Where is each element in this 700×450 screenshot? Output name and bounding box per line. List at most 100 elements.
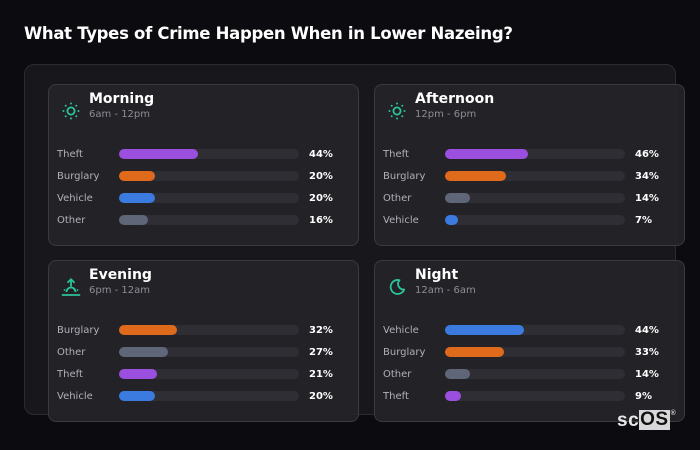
bar-track: [445, 347, 625, 357]
logo-prefix: sc: [617, 410, 640, 431]
moon-icon: [389, 279, 406, 295]
crime-rows: Vehicle 44% Burglary 33% Other 14% Theft…: [383, 323, 683, 411]
crime-label: Vehicle: [383, 325, 419, 336]
bar-fill: [445, 149, 528, 159]
bar-fill: [445, 171, 507, 181]
crime-row: Other 16%: [57, 213, 357, 235]
crime-percent: 32%: [309, 325, 333, 336]
crime-percent: 44%: [635, 325, 659, 336]
bar-track: [119, 149, 299, 159]
card-afternoon: Afternoon 12pm - 6pm Theft 46% Burglary …: [374, 84, 685, 246]
bar-track: [445, 171, 625, 181]
bar-track: [445, 369, 625, 379]
bar-track: [119, 325, 299, 335]
bar-fill: [445, 215, 458, 225]
crime-label: Other: [383, 369, 412, 380]
bar-track: [445, 193, 625, 203]
crime-percent: 33%: [635, 347, 659, 358]
registered-mark: ®: [670, 410, 677, 417]
crime-row: Burglary 34%: [383, 169, 683, 191]
bar-fill: [445, 347, 505, 357]
scos-logo: sc OS ®: [617, 410, 676, 432]
card-time-range: 6pm - 12am: [89, 285, 151, 296]
card-night: Night 12am - 6am Vehicle 44% Burglary 33…: [374, 260, 685, 422]
bar-fill: [445, 325, 525, 335]
crime-percent: 16%: [309, 215, 333, 226]
crime-row: Vehicle 20%: [57, 191, 357, 213]
crime-percent: 20%: [309, 391, 333, 402]
crime-rows: Theft 46% Burglary 34% Other 14% Vehicle…: [383, 147, 683, 235]
bar-track: [119, 369, 299, 379]
crime-row: Burglary 33%: [383, 345, 683, 367]
crime-label: Burglary: [57, 171, 100, 182]
crime-row: Vehicle 7%: [383, 213, 683, 235]
page-title: What Types of Crime Happen When in Lower…: [24, 24, 513, 43]
crime-label: Theft: [57, 149, 83, 160]
bar-fill: [119, 391, 155, 401]
bar-track: [445, 215, 625, 225]
bar-fill: [445, 193, 471, 203]
logo-boxed: OS: [639, 409, 670, 430]
crime-label: Burglary: [383, 347, 426, 358]
sun-icon: [388, 102, 406, 120]
bar-track: [445, 391, 625, 401]
crime-row: Vehicle 44%: [383, 323, 683, 345]
crime-label: Vehicle: [57, 391, 93, 402]
crime-percent: 27%: [309, 347, 333, 358]
bar-track: [119, 171, 299, 181]
crime-percent: 34%: [635, 171, 659, 182]
bar-track: [445, 149, 625, 159]
bar-fill: [445, 369, 471, 379]
sun-icon: [62, 102, 80, 120]
crime-row: Other 14%: [383, 191, 683, 213]
bar-fill: [119, 325, 177, 335]
bar-track: [119, 347, 299, 357]
crime-label: Other: [383, 193, 412, 204]
card-title: Afternoon: [415, 91, 495, 107]
crime-row: Theft 21%: [57, 367, 357, 389]
crime-label: Vehicle: [57, 193, 93, 204]
bar-fill: [119, 149, 199, 159]
card-title: Morning: [89, 91, 155, 107]
crime-row: Burglary 32%: [57, 323, 357, 345]
crime-label: Theft: [383, 391, 409, 402]
crime-label: Theft: [57, 369, 83, 380]
bar-track: [445, 325, 625, 335]
crime-percent: 9%: [635, 391, 652, 402]
crime-label: Other: [57, 347, 86, 358]
crime-rows: Burglary 32% Other 27% Theft 21% Vehicle…: [57, 323, 357, 411]
crime-row: Vehicle 20%: [57, 389, 357, 411]
crime-row: Theft 46%: [383, 147, 683, 169]
crime-row: Other 14%: [383, 367, 683, 389]
card-title: Evening: [89, 267, 152, 283]
bar-fill: [119, 347, 168, 357]
bar-fill: [445, 391, 462, 401]
crime-row: Theft 44%: [57, 147, 357, 169]
crime-percent: 21%: [309, 369, 333, 380]
bar-fill: [119, 369, 157, 379]
bar-track: [119, 193, 299, 203]
bar-fill: [119, 171, 155, 181]
crime-percent: 46%: [635, 149, 659, 160]
crime-row: Theft 9%: [383, 389, 683, 411]
crime-percent: 20%: [309, 193, 333, 204]
crime-percent: 14%: [635, 369, 659, 380]
card-morning: Morning 6am - 12pm Theft 44% Burglary 20…: [48, 84, 359, 246]
crime-label: Burglary: [57, 325, 100, 336]
crime-row: Burglary 20%: [57, 169, 357, 191]
card-time-range: 12pm - 6pm: [415, 109, 477, 120]
card-time-range: 6am - 12pm: [89, 109, 151, 120]
crime-label: Vehicle: [383, 215, 419, 226]
crime-rows: Theft 44% Burglary 20% Vehicle 20% Other…: [57, 147, 357, 235]
bar-track: [119, 215, 299, 225]
crime-percent: 20%: [309, 171, 333, 182]
crime-percent: 7%: [635, 215, 652, 226]
card-title: Night: [415, 267, 459, 283]
sunset-icon: [61, 278, 81, 296]
bar-fill: [119, 193, 155, 203]
card-evening: Evening 6pm - 12am Burglary 32% Other 27…: [48, 260, 359, 422]
crime-label: Burglary: [383, 171, 426, 182]
bar-track: [119, 391, 299, 401]
crime-percent: 14%: [635, 193, 659, 204]
bar-fill: [119, 215, 148, 225]
